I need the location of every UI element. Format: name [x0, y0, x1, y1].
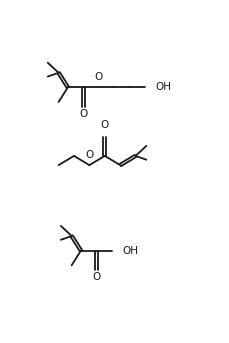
- Text: O: O: [94, 72, 102, 82]
- Text: O: O: [100, 120, 109, 130]
- Text: O: O: [79, 108, 87, 119]
- Text: O: O: [92, 272, 100, 282]
- Text: O: O: [85, 150, 93, 160]
- Text: OH: OH: [122, 246, 138, 256]
- Text: OH: OH: [155, 82, 171, 92]
